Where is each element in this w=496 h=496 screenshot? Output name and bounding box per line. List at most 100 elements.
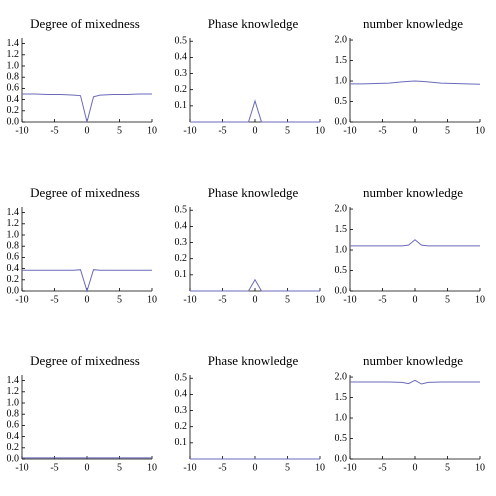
y-tick-label: 0.0	[335, 116, 348, 127]
y-tick-label: 1.0	[335, 75, 348, 86]
y-tick-label: 2.0	[335, 34, 348, 45]
y-tick-label: 1.5	[335, 392, 348, 403]
y-tick-label: 0.5	[175, 205, 188, 216]
y-tick-label: 0.8	[7, 71, 20, 82]
y-tick-label: 0.8	[7, 240, 20, 251]
x-tick-label: 5	[285, 125, 290, 136]
y-tick-label: 0.2	[175, 84, 188, 95]
chart-title: number knowledge	[363, 185, 463, 200]
y-tick-label: 2.0	[335, 203, 348, 214]
y-tick-label: 1.0	[335, 244, 348, 255]
y-tick-label: 0.0	[7, 285, 20, 296]
y-tick-label: 0.5	[335, 96, 348, 107]
data-line	[350, 80, 481, 85]
y-tick-label: 0.0	[7, 116, 20, 127]
chart-title: number knowledge	[363, 353, 463, 368]
x-tick-label: 5	[285, 462, 290, 473]
y-tick-label: 0.0	[7, 453, 20, 464]
x-tick-label: -5	[378, 294, 386, 305]
x-tick-label: 0	[253, 294, 258, 305]
x-tick-label: 0	[413, 462, 418, 473]
chart-title: Phase knowledge	[208, 16, 299, 31]
y-tick-label: 0.6	[7, 420, 20, 431]
x-tick-label: 10	[315, 462, 325, 473]
y-tick-label: 1.4	[7, 207, 20, 218]
x-tick-label: 10	[475, 462, 485, 473]
x-tick-label: -10	[183, 462, 196, 473]
y-tick-label: 1.2	[7, 49, 20, 60]
x-tick-label: 0	[85, 294, 90, 305]
x-tick-label: 5	[117, 462, 122, 473]
y-tick-label: 0.2	[7, 274, 20, 285]
x-tick-label: 0	[85, 125, 90, 136]
data-line	[22, 93, 152, 123]
y-tick-label: 0.2	[7, 442, 20, 453]
x-tick-label: 5	[445, 462, 450, 473]
y-tick-label: 0.2	[7, 105, 20, 116]
y-tick-label: 0.8	[7, 408, 20, 419]
y-tick-label: 0.4	[175, 389, 188, 400]
x-tick-label: -5	[50, 462, 58, 473]
x-tick-label: -5	[218, 462, 226, 473]
x-tick-label: 10	[315, 294, 325, 305]
x-tick-label: 5	[117, 125, 122, 136]
y-tick-label: 1.5	[335, 55, 348, 66]
x-tick-label: 10	[147, 462, 157, 473]
chart-title: number knowledge	[363, 16, 463, 31]
y-tick-label: 1.2	[7, 386, 20, 397]
y-tick-label: 1.0	[7, 229, 20, 240]
x-tick-label: -10	[343, 125, 356, 136]
x-tick-label: -10	[183, 294, 196, 305]
y-tick-label: 0.6	[7, 252, 20, 263]
data-line	[22, 269, 152, 293]
chart-title: Phase knowledge	[208, 185, 299, 200]
x-tick-label: -5	[378, 462, 386, 473]
x-tick-label: 0	[253, 462, 258, 473]
y-tick-label: 1.4	[7, 375, 20, 386]
y-tick-label: 1.5	[335, 224, 348, 235]
x-tick-label: 5	[285, 294, 290, 305]
x-tick-label: 0	[85, 462, 90, 473]
x-tick-label: 10	[475, 125, 485, 136]
y-tick-label: 0.3	[175, 68, 188, 79]
y-tick-label: 1.0	[7, 397, 20, 408]
y-tick-label: 0.5	[175, 36, 188, 47]
x-tick-label: 5	[445, 125, 450, 136]
y-tick-label: 0.0	[335, 285, 348, 296]
x-tick-label: 0	[413, 294, 418, 305]
x-tick-label: -10	[343, 462, 356, 473]
data-line	[190, 99, 320, 123]
y-tick-label: 0.4	[175, 221, 188, 232]
x-tick-label: -5	[50, 125, 58, 136]
y-tick-label: 0.1	[175, 437, 188, 448]
data-line	[350, 379, 480, 385]
y-tick-label: 0.5	[335, 265, 348, 276]
chart-title: Degree of mixedness	[30, 353, 140, 368]
y-tick-label: 1.0	[335, 412, 348, 423]
chart-title: Degree of mixedness	[30, 185, 140, 200]
x-tick-label: 10	[147, 125, 157, 136]
x-tick-label: 5	[445, 294, 450, 305]
y-tick-label: 0.2	[175, 253, 188, 264]
x-tick-label: 10	[475, 294, 485, 305]
x-tick-label: 0	[253, 125, 258, 136]
y-tick-label: 1.2	[7, 218, 20, 229]
x-tick-label: -10	[15, 125, 28, 136]
y-tick-label: 1.4	[7, 38, 20, 49]
y-tick-label: 0.4	[7, 94, 20, 105]
y-tick-label: 0.5	[175, 373, 188, 384]
x-tick-label: -10	[15, 462, 28, 473]
chart-title: Degree of mixedness	[30, 16, 140, 31]
y-tick-label: 0.2	[175, 421, 188, 432]
y-tick-label: 0.1	[175, 100, 188, 111]
data-line	[350, 239, 480, 247]
x-tick-label: 0	[413, 125, 418, 136]
y-tick-label: 1.0	[7, 60, 20, 71]
y-tick-label: 2.0	[335, 371, 348, 382]
y-tick-label: 0.3	[175, 237, 188, 248]
y-tick-label: 0.3	[175, 405, 188, 416]
x-tick-label: -5	[218, 294, 226, 305]
x-tick-label: -5	[218, 125, 226, 136]
y-tick-label: 0.4	[175, 52, 188, 63]
